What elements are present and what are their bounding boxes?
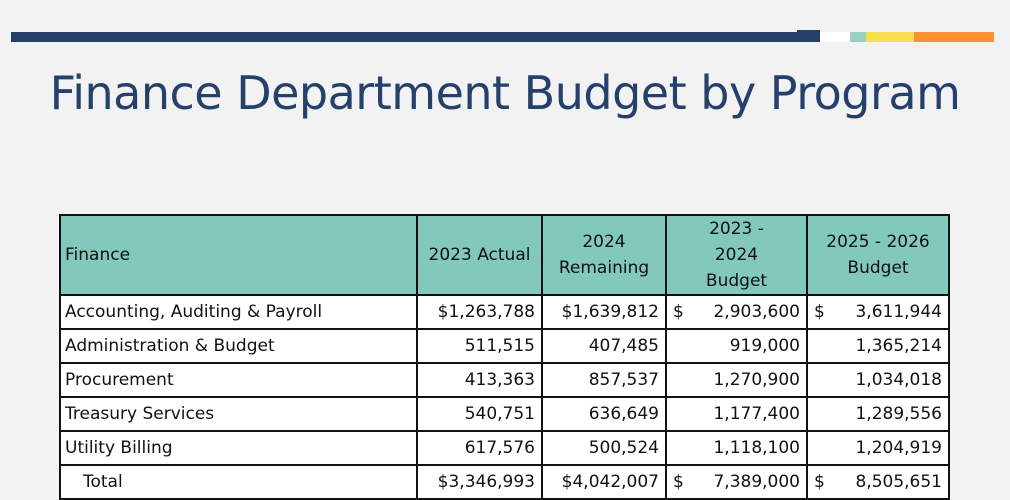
budget-2025-2026-cell: $8,505,651 bbox=[806, 464, 950, 500]
currency-symbol: $ bbox=[814, 472, 825, 492]
accent-stripe-yellow bbox=[866, 32, 914, 42]
currency-symbol: $ bbox=[814, 302, 825, 322]
budget-2025-2026-cell: 1,034,018 bbox=[806, 362, 950, 398]
budget-2023-2024-value: 2,903,600 bbox=[713, 302, 800, 322]
actual-2023-cell: $3,346,993 bbox=[416, 464, 543, 500]
actual-2023-cell: 413,363 bbox=[416, 362, 543, 398]
header-finance: Finance bbox=[59, 214, 418, 296]
budget-2023-2024-cell: 1,177,400 bbox=[665, 396, 808, 432]
budget-2025-2026-cell: 1,289,556 bbox=[806, 396, 950, 432]
budget-2023-2024-cell: 919,000 bbox=[665, 328, 808, 364]
table-row: Administration & Budget 511,515 407,485 919… bbox=[59, 328, 950, 364]
budget-2023-2024-value: 7,389,000 bbox=[713, 472, 800, 492]
table-row: Treasury Services 540,751 636,649 1,177,400… bbox=[59, 396, 950, 432]
table-header-row: Finance 2023 Actual 2024 Remaining 2023 … bbox=[59, 214, 950, 296]
table-row: Accounting, Auditing & Payroll $1,263,788… bbox=[59, 294, 950, 330]
currency-symbol: $ bbox=[673, 472, 684, 492]
page-title: Finance Department Budget by Program bbox=[49, 66, 961, 120]
budget-2023-2024-cell: $7,389,000 bbox=[665, 464, 808, 500]
remaining-2024-cell: 407,485 bbox=[541, 328, 667, 364]
program-name-cell: Administration & Budget bbox=[59, 328, 418, 364]
actual-2023-cell: 617,576 bbox=[416, 430, 543, 466]
budget-2023-2024-cell: $2,903,600 bbox=[665, 294, 808, 330]
total-row: Total $3,346,993 $4,042,007 $7,389,000 $8,50… bbox=[59, 464, 950, 500]
actual-2023-cell: $1,263,788 bbox=[416, 294, 543, 330]
accent-stripe-teal bbox=[850, 32, 866, 42]
remaining-2024-cell: $4,042,007 bbox=[541, 464, 667, 500]
accent-stripe-navy-tab bbox=[797, 30, 820, 42]
actual-2023-cell: 511,515 bbox=[416, 328, 543, 364]
program-name-cell: Accounting, Auditing & Payroll bbox=[59, 294, 418, 330]
budget-2023-2024-cell: 1,118,100 bbox=[665, 430, 808, 466]
header-2023-actual: 2023 Actual bbox=[416, 214, 543, 296]
header-2023-2024-budget: 2023 - 2024 Budget bbox=[665, 214, 808, 296]
remaining-2024-cell: 500,524 bbox=[541, 430, 667, 466]
remaining-2024-cell: 636,649 bbox=[541, 396, 667, 432]
table-row: Procurement 413,363 857,537 1,270,900 1,034,… bbox=[59, 362, 950, 398]
budget-2025-2026-cell: $3,611,944 bbox=[806, 294, 950, 330]
budget-2025-2026-value: 8,505,651 bbox=[855, 472, 942, 492]
program-name-cell: Total bbox=[59, 464, 418, 500]
header-2025-2026-budget: 2025 - 2026 Budget bbox=[806, 214, 950, 296]
accent-stripe-white bbox=[820, 32, 850, 42]
budget-2023-2024-cell: 1,270,900 bbox=[665, 362, 808, 398]
header-2024-remaining: 2024 Remaining bbox=[541, 214, 667, 296]
budget-table: Finance 2023 Actual 2024 Remaining 2023 … bbox=[59, 214, 950, 500]
table-row: Utility Billing 617,576 500,524 1,118,100 1,… bbox=[59, 430, 950, 466]
actual-2023-cell: 540,751 bbox=[416, 396, 543, 432]
budget-2025-2026-value: 3,611,944 bbox=[855, 302, 942, 322]
accent-stripe-orange bbox=[914, 32, 994, 42]
accent-stripe-navy bbox=[11, 32, 797, 42]
remaining-2024-cell: 857,537 bbox=[541, 362, 667, 398]
remaining-2024-cell: $1,639,812 bbox=[541, 294, 667, 330]
program-name-cell: Procurement bbox=[59, 362, 418, 398]
budget-2025-2026-cell: 1,365,214 bbox=[806, 328, 950, 364]
currency-symbol: $ bbox=[673, 302, 684, 322]
program-name-cell: Utility Billing bbox=[59, 430, 418, 466]
budget-2025-2026-cell: 1,204,919 bbox=[806, 430, 950, 466]
program-name-cell: Treasury Services bbox=[59, 396, 418, 432]
